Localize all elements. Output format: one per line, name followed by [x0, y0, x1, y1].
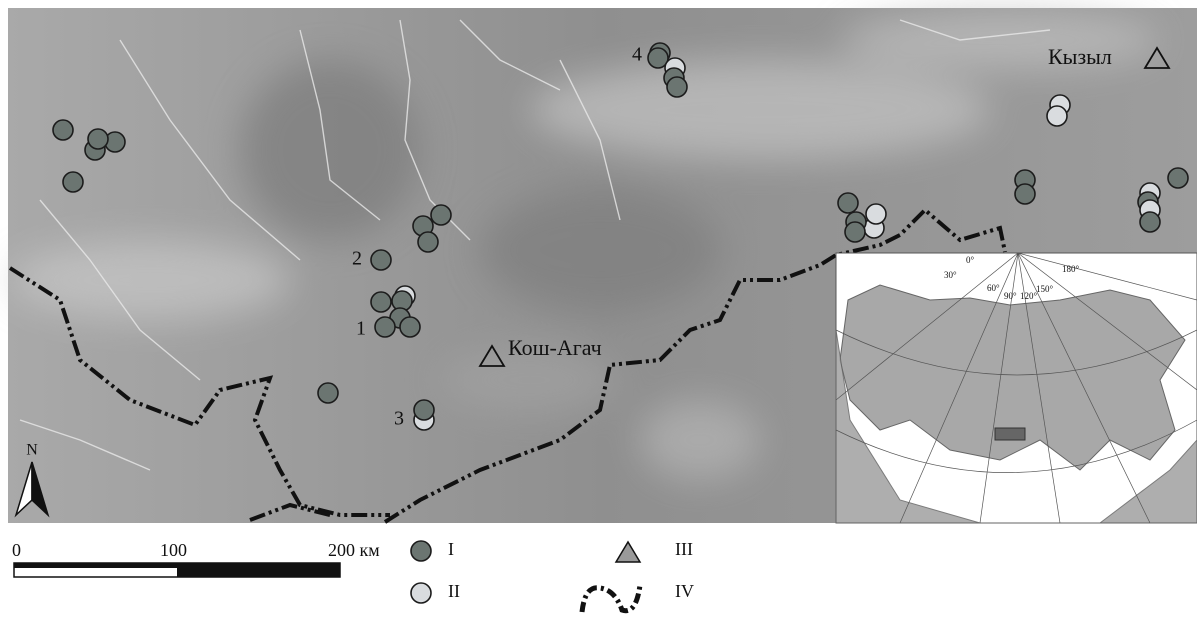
site-marker	[838, 193, 858, 213]
map-shape	[530, 60, 990, 160]
scale-label: 200 км	[328, 540, 380, 560]
scale-label: 0	[12, 540, 21, 560]
site-marker	[53, 120, 73, 140]
site-marker	[411, 541, 431, 561]
degree-label: 60°	[987, 283, 1000, 293]
map-shape	[995, 428, 1025, 440]
map-shape	[177, 568, 340, 577]
legend-label: I	[448, 539, 454, 559]
degree-label: 120°	[1020, 291, 1038, 301]
site-marker	[866, 204, 886, 224]
map-shape	[10, 240, 290, 320]
map-shape	[616, 542, 640, 562]
map-shape	[14, 563, 340, 568]
degree-label: 0°	[966, 255, 975, 265]
place-label: Кош-Агач	[508, 335, 602, 360]
site-marker	[371, 250, 391, 270]
legend-label: IV	[675, 581, 694, 601]
site-marker	[845, 222, 865, 242]
map-shape	[582, 585, 640, 612]
degree-label: 30°	[944, 270, 957, 280]
site-marker	[1047, 106, 1067, 126]
legend: I II III IV	[411, 539, 694, 612]
site-number: 1	[356, 318, 366, 340]
site-marker	[63, 172, 83, 192]
site-marker	[1168, 168, 1188, 188]
site-number: 2	[352, 248, 362, 270]
map-shape	[640, 400, 760, 480]
site-marker	[411, 583, 431, 603]
site-number: 4	[632, 44, 642, 66]
site-marker	[418, 232, 438, 252]
site-marker	[400, 317, 420, 337]
map-figure: 4 2 1 3 Кызыл Кош-Агач N 0° 30° 60° 90° …	[0, 0, 1197, 622]
place-label: Кызыл	[1048, 44, 1112, 69]
degree-label: 150°	[1036, 284, 1054, 294]
site-marker	[431, 205, 451, 225]
inset-map: 0° 30° 60° 90° 120° 150° 180°	[836, 253, 1197, 523]
legend-label: III	[675, 539, 693, 559]
site-marker	[318, 383, 338, 403]
scale-bar: 0 100 200 км	[12, 540, 380, 577]
scale-label: 100	[160, 540, 187, 560]
site-marker	[667, 77, 687, 97]
site-marker	[414, 400, 434, 420]
legend-label: II	[448, 581, 460, 601]
site-number: 3	[394, 408, 404, 430]
site-marker	[371, 292, 391, 312]
map-shape	[840, 10, 1160, 70]
degree-label: 180°	[1062, 264, 1080, 274]
north-label: N	[26, 442, 38, 459]
degree-label: 90°	[1004, 291, 1017, 301]
map-shape	[480, 190, 720, 310]
site-marker	[1015, 184, 1035, 204]
site-marker	[88, 129, 108, 149]
map-shape	[240, 60, 420, 240]
site-marker	[375, 317, 395, 337]
site-marker	[1140, 212, 1160, 232]
